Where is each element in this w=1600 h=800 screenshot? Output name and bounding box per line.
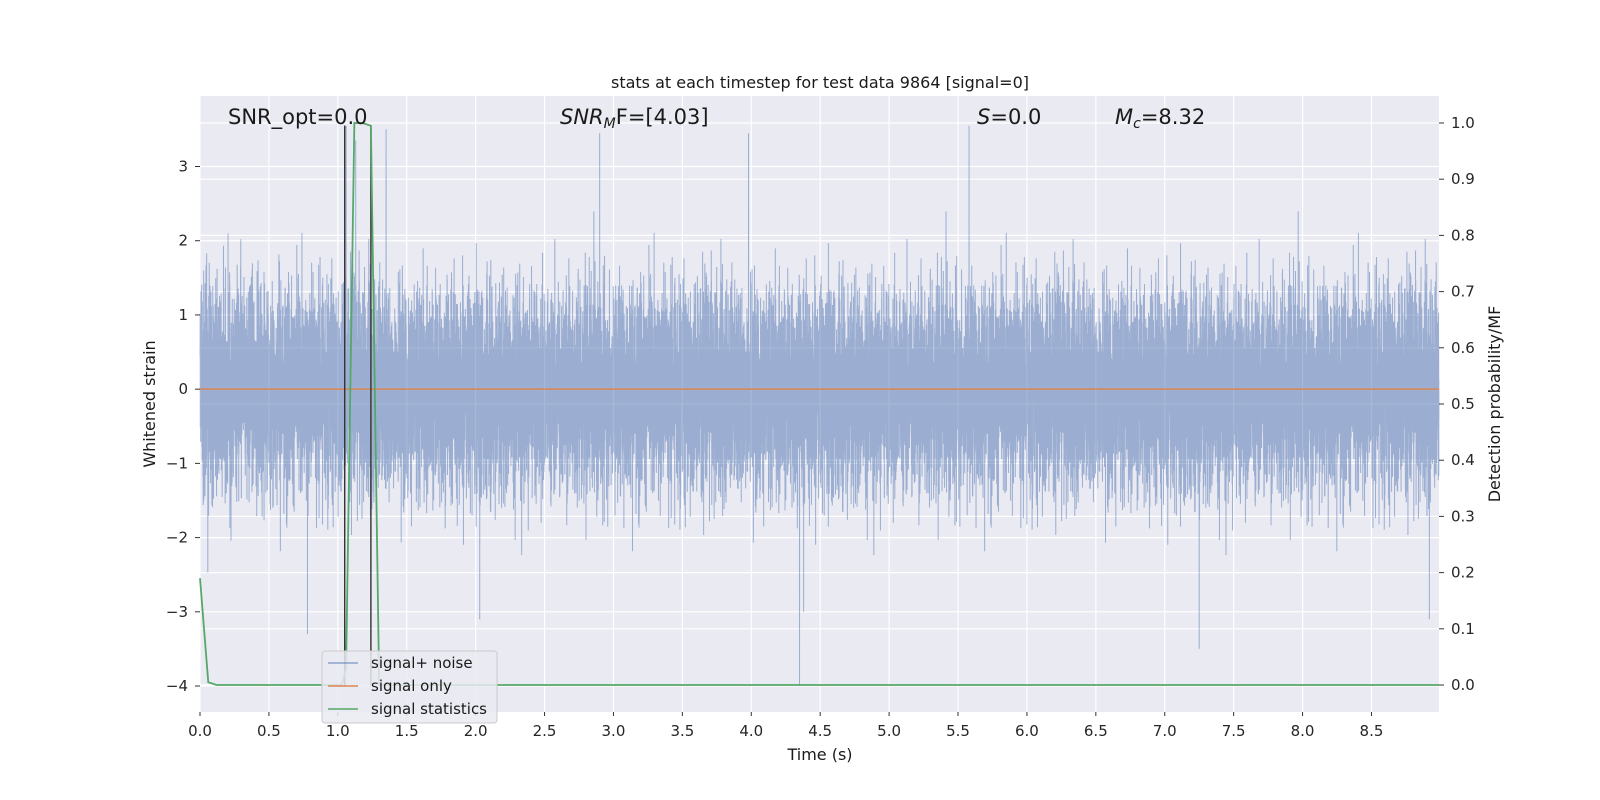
x-tick-label-3: 1.5 xyxy=(395,722,419,740)
y2-tick-label-7: 0.3 xyxy=(1451,507,1475,525)
chart-title: stats at each timestep for test data 986… xyxy=(611,73,1029,92)
x-tick-label-2: 1.0 xyxy=(326,722,350,740)
annotation-s: S=0.0 xyxy=(977,105,1041,129)
y2-tick-label-2: 0.8 xyxy=(1451,226,1475,244)
signal-noise-series xyxy=(199,125,1440,687)
x-tick-label-13: 6.5 xyxy=(1084,722,1108,740)
x-tick-label-9: 4.5 xyxy=(808,722,832,740)
x-tick-label-16: 8.0 xyxy=(1291,722,1315,740)
x-tick-label-7: 3.5 xyxy=(670,722,694,740)
y-tick-label-6: −3 xyxy=(166,603,188,621)
x-tick-label-8: 4.0 xyxy=(739,722,763,740)
y2-tick-label-0: 1.0 xyxy=(1451,114,1475,132)
legend: signal+ noise signal only signal statist… xyxy=(321,650,498,724)
x-axis-label: Time (s) xyxy=(786,745,852,764)
legend-label-signal-only: signal only xyxy=(371,677,452,695)
annotation-snr-opt: SNR_opt=0.0 xyxy=(228,105,368,130)
y-tick-label-7: −4 xyxy=(166,677,188,695)
legend-label-signal-statistics: signal statistics xyxy=(371,700,487,718)
y-tick-label-3: 0 xyxy=(178,380,188,398)
x-tick-label-14: 7.0 xyxy=(1153,722,1177,740)
y-axis-ticks: 3 2 1 0 −1 −2 −3 −4 xyxy=(166,158,200,695)
x-tick-label-17: 8.5 xyxy=(1360,722,1384,740)
x-tick-label-0: 0.0 xyxy=(188,722,212,740)
y2-tick-label-3: 0.7 xyxy=(1451,283,1475,301)
legend-label-signal-noise: signal+ noise xyxy=(371,654,473,672)
x-tick-label-6: 3.0 xyxy=(602,722,626,740)
y2-tick-label-9: 0.1 xyxy=(1451,620,1475,638)
y2-tick-label-5: 0.5 xyxy=(1451,395,1475,413)
x-axis-ticks: 0.0 0.5 1.0 1.5 2.0 2.5 3.0 3.5 4.0 4.5 5.0 5.5 6.0 6… xyxy=(188,712,1383,740)
legend-box xyxy=(321,650,498,724)
signal-markers xyxy=(344,125,372,687)
annotation-mc: Mc=8.32 xyxy=(1115,105,1205,132)
y2-tick-label-8: 0.2 xyxy=(1451,564,1475,582)
y2-tick-label-1: 0.9 xyxy=(1451,170,1475,188)
y-tick-label-4: −1 xyxy=(166,454,188,472)
y2-tick-label-6: 0.4 xyxy=(1451,451,1475,469)
x-tick-label-11: 5.5 xyxy=(946,722,970,740)
x-tick-label-5: 2.5 xyxy=(533,722,557,740)
y-tick-label-5: −2 xyxy=(166,529,188,547)
y2-axis-ticks: 1.0 0.9 0.8 0.7 0.6 0.5 0.4 0.3 0.2 0.1 0.0 xyxy=(1439,114,1475,694)
signal-noise-line xyxy=(199,125,1440,687)
y-tick-label-0: 3 xyxy=(178,158,188,176)
y-tick-label-1: 2 xyxy=(178,232,188,250)
x-tick-label-1: 0.5 xyxy=(257,722,281,740)
x-tick-label-4: 2.0 xyxy=(464,722,488,740)
y-axis-label: Whitened strain xyxy=(140,340,159,467)
y2-axis-label: Detection probability/MF xyxy=(1485,306,1504,503)
annotation-snr-mf: SNRMF=[4.03] xyxy=(560,105,709,132)
x-tick-label-10: 5.0 xyxy=(877,722,901,740)
y2-tick-label-10: 0.0 xyxy=(1451,676,1475,694)
x-tick-label-15: 7.5 xyxy=(1222,722,1246,740)
y-tick-label-2: 1 xyxy=(178,306,188,324)
x-tick-label-12: 6.0 xyxy=(1015,722,1039,740)
y2-tick-label-4: 0.6 xyxy=(1451,339,1475,357)
